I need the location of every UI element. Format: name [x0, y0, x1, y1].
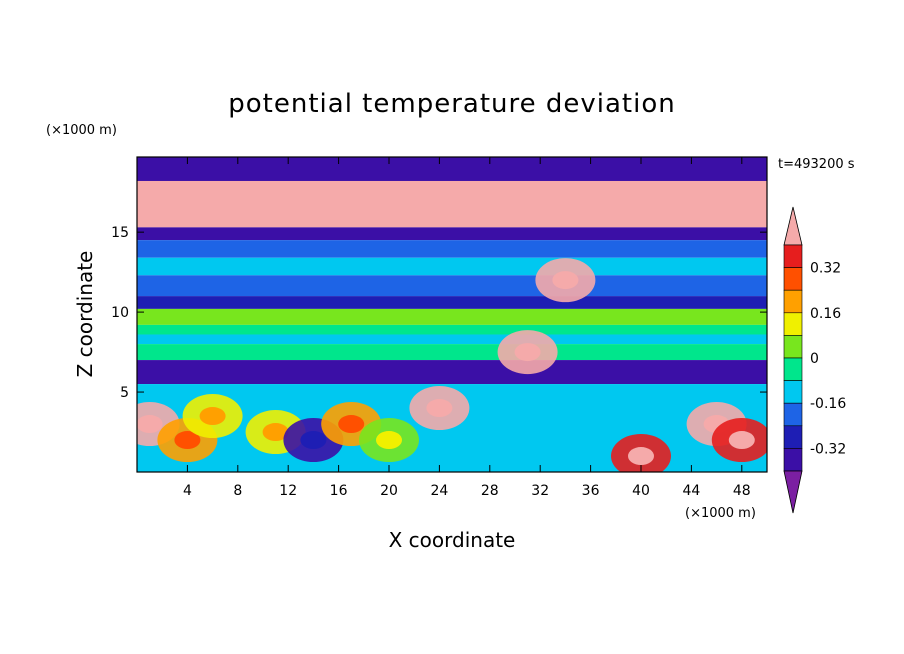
- contour-band: [137, 227, 767, 241]
- contour-band: [137, 360, 767, 385]
- y-tick-label: 10: [111, 305, 129, 321]
- contour-band: [137, 257, 767, 276]
- x-tick-label: 24: [430, 483, 448, 499]
- colorbar-swatch: [783, 402, 803, 427]
- colorbar-swatch: [783, 289, 803, 314]
- colorbar-label: 0: [810, 351, 819, 367]
- x-unit-label: (×1000 m): [685, 506, 756, 521]
- contour-feature-core: [628, 447, 654, 466]
- contour-feature-core: [300, 431, 327, 450]
- colorbar-swatch: [783, 425, 803, 449]
- colorbar-cap-low: [783, 470, 803, 514]
- contour-feature-core: [426, 399, 453, 418]
- x-axis-title: X coordinate: [389, 528, 516, 552]
- colorbar-swatch: [783, 357, 803, 381]
- contour-feature-core: [199, 407, 226, 426]
- y-axis: 5 10 15: [111, 225, 767, 401]
- x-tick-label: 16: [330, 483, 348, 499]
- x-tick-label: 40: [632, 483, 650, 499]
- colorbar-label: -0.16: [810, 396, 846, 412]
- y-axis-title: Z coordinate: [73, 251, 97, 378]
- colorbar-label: -0.32: [810, 441, 846, 457]
- contour-band: [137, 180, 767, 228]
- colorbar-cap-high: [783, 206, 803, 246]
- x-tick-label: 44: [682, 483, 700, 499]
- y-unit-label: (×1000 m): [46, 123, 117, 138]
- x-tick-label: 32: [531, 483, 549, 499]
- contour-band: [137, 324, 767, 335]
- plot-frame: [136, 156, 768, 473]
- colorbar-swatch: [783, 448, 803, 472]
- colorbar-swatch: [783, 312, 803, 336]
- contour-band: [137, 240, 767, 258]
- contour-feature-core: [552, 271, 579, 290]
- contour-feature-core: [514, 343, 541, 362]
- x-tick-label: 4: [183, 483, 192, 499]
- x-tick-label: 28: [481, 483, 499, 499]
- colorbar-swatch: [783, 244, 803, 268]
- contour-band: [137, 157, 767, 181]
- x-tick-label: 20: [380, 483, 398, 499]
- contour-band: [137, 275, 767, 297]
- contour-feature-core: [338, 415, 365, 434]
- contour-feature-core: [137, 415, 163, 434]
- colorbar-label: 0.16: [810, 306, 841, 322]
- contour-feature-core: [728, 431, 755, 450]
- contour-feature-core: [262, 423, 289, 442]
- x-tick-label: 12: [279, 483, 297, 499]
- x-tick-label: 48: [733, 483, 751, 499]
- colorbar-swatch: [783, 267, 803, 291]
- contour-field: [137, 157, 767, 472]
- contour-band: [137, 344, 767, 361]
- y-tick-label: 5: [120, 385, 129, 401]
- contour-band: [137, 296, 767, 309]
- colorbar-swatch: [783, 380, 803, 404]
- colorbar-label: 0.32: [810, 261, 841, 277]
- contour-band: [137, 308, 767, 325]
- contour-feature-core: [376, 431, 402, 450]
- x-axis: 4 8 12 16 20 24 28 32 36 40 44 48: [183, 157, 751, 499]
- contour-band: [137, 334, 767, 345]
- x-tick-label: 8: [233, 483, 242, 499]
- colorbar-swatch: [783, 335, 803, 359]
- time-label: t=493200 s: [778, 157, 855, 172]
- y-tick-label: 15: [111, 225, 129, 241]
- x-tick-label: 36: [582, 483, 600, 499]
- colorbar: 0.32 0.16 0 -0.16 -0.32: [783, 206, 846, 514]
- contour-feature-core: [174, 431, 201, 450]
- chart-title: potential temperature deviation: [228, 89, 675, 119]
